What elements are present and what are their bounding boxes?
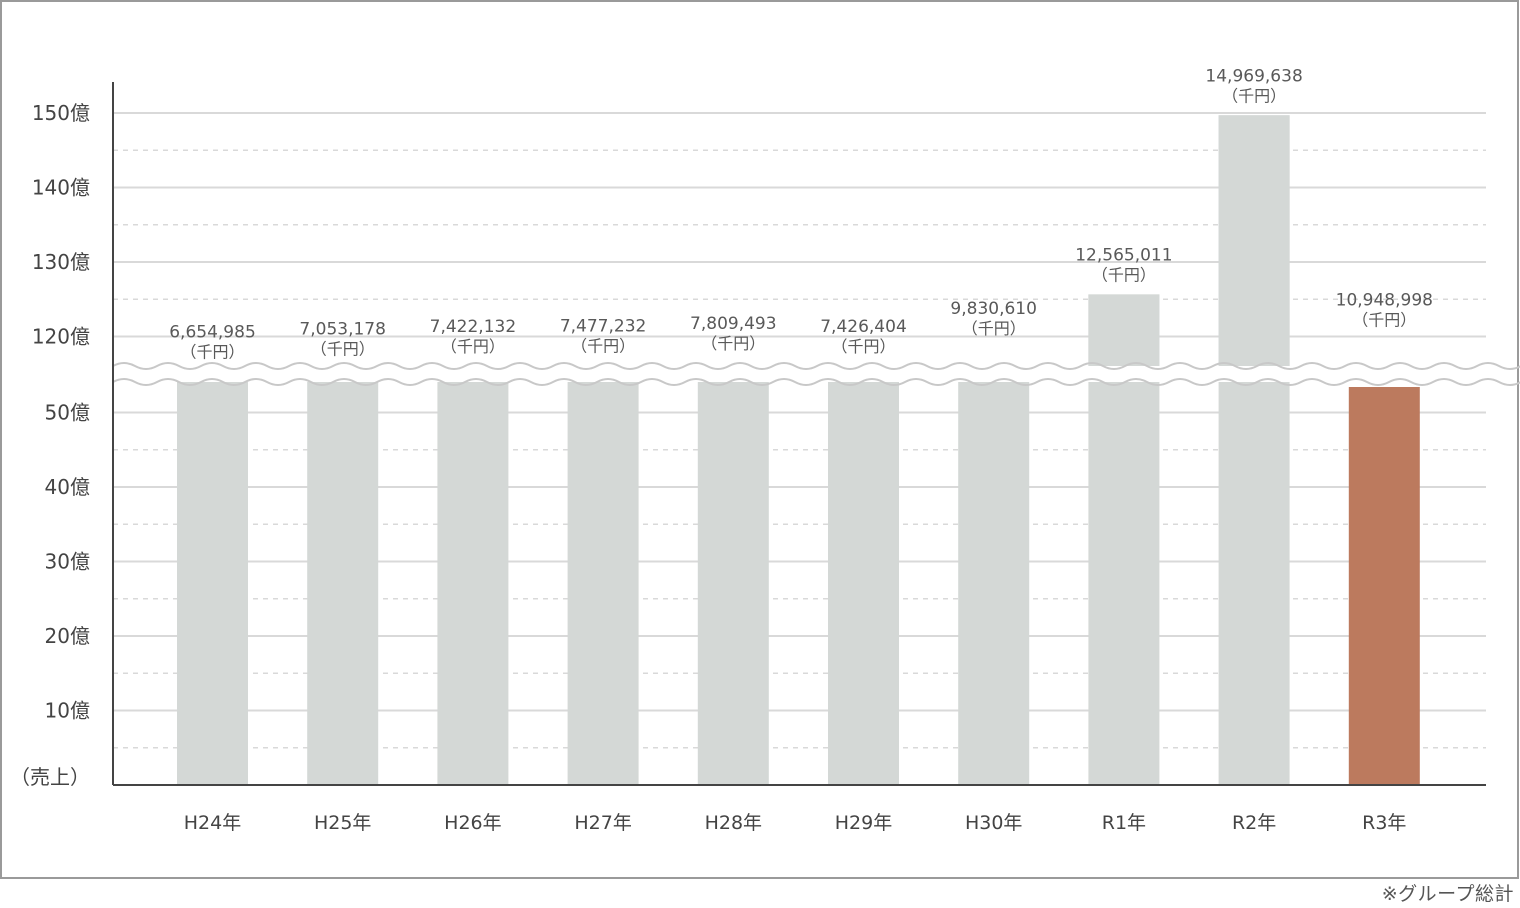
- x-tick-label: R3年: [1362, 812, 1406, 834]
- x-tick-label: H28年: [705, 812, 762, 834]
- bar-H30年: [958, 382, 1030, 785]
- data-label-value: 6,654,985: [169, 323, 256, 343]
- data-label-value: 7,053,178: [299, 320, 386, 340]
- data-label-unit: （千円）: [962, 319, 1026, 338]
- data-label-value: 7,477,232: [560, 316, 647, 336]
- break-band: [113, 366, 1488, 382]
- data-label-unit: （千円）: [180, 343, 244, 362]
- data-label-value: 10,948,998: [1336, 290, 1433, 310]
- bar-H25年: [307, 382, 379, 785]
- x-tick-label: R2年: [1232, 812, 1276, 834]
- x-tick-label: H29年: [835, 812, 892, 834]
- data-label-value: 12,565,011: [1075, 245, 1172, 265]
- axis-break: [112, 362, 1520, 386]
- x-tick-label: H25年: [314, 812, 371, 834]
- data-label-unit: （千円）: [831, 337, 895, 356]
- y-tick-label: 130億: [32, 250, 90, 274]
- bar-H27年: [567, 382, 639, 785]
- data-label-value: 7,809,493: [690, 314, 777, 334]
- x-tick-label: H27年: [574, 812, 631, 834]
- break-wave-top: [112, 362, 1520, 370]
- x-tick-label: H24年: [184, 812, 241, 834]
- data-label-value: 14,969,638: [1205, 66, 1302, 86]
- y-axis-label: （売上）: [10, 765, 90, 789]
- bar-H24年: [177, 382, 248, 785]
- y-tick-label: 140億: [32, 176, 90, 200]
- y-tick-label: 50億: [45, 401, 90, 425]
- footnote: ※グループ総計: [1381, 883, 1514, 905]
- bar-H29年: [828, 382, 899, 785]
- data-label-unit: （千円）: [571, 336, 635, 355]
- y-tick-label: 20億: [45, 624, 90, 648]
- bar-H26年: [437, 382, 509, 785]
- data-label-unit: （千円）: [1352, 310, 1416, 329]
- bars: [177, 115, 1420, 786]
- x-tick-label: R1年: [1102, 812, 1146, 834]
- break-wave-bottom: [112, 378, 1520, 386]
- y-tick-label: 150億: [32, 101, 90, 125]
- bar-H28年: [697, 382, 769, 785]
- data-labels: 6,654,985（千円）7,053,178（千円）7,422,132（千円）7…: [169, 66, 1433, 361]
- y-tick-label: 10億: [45, 699, 90, 723]
- bar-upper-R2年: [1218, 115, 1290, 367]
- data-label-unit: （千円）: [441, 337, 505, 356]
- data-label-value: 7,422,132: [430, 317, 517, 337]
- y-tick-label: 120億: [32, 325, 90, 349]
- y-tick-label: 40億: [45, 475, 90, 499]
- data-label-value: 9,830,610: [950, 299, 1037, 319]
- x-tick-label: H26年: [444, 812, 501, 834]
- data-label-unit: （千円）: [311, 340, 375, 359]
- bar-R3年: [1348, 387, 1420, 785]
- axes: H24年 H25年 H26年 H27年 H28年 H29年 H30年 R1年 R2年 R3年 10億…: [10, 82, 1486, 834]
- y-tick-label: 30億: [45, 550, 90, 574]
- sales-bar-chart: 6,654,985（千円）7,053,178（千円）7,422,132（千円）7…: [0, 0, 1520, 879]
- data-label-value: 7,426,404: [820, 317, 907, 337]
- x-tick-label: H30年: [965, 812, 1022, 834]
- data-label-unit: （千円）: [701, 334, 765, 353]
- data-label-unit: （千円）: [1222, 86, 1286, 105]
- data-label-unit: （千円）: [1092, 265, 1156, 284]
- bar-upper-R1年: [1088, 294, 1160, 366]
